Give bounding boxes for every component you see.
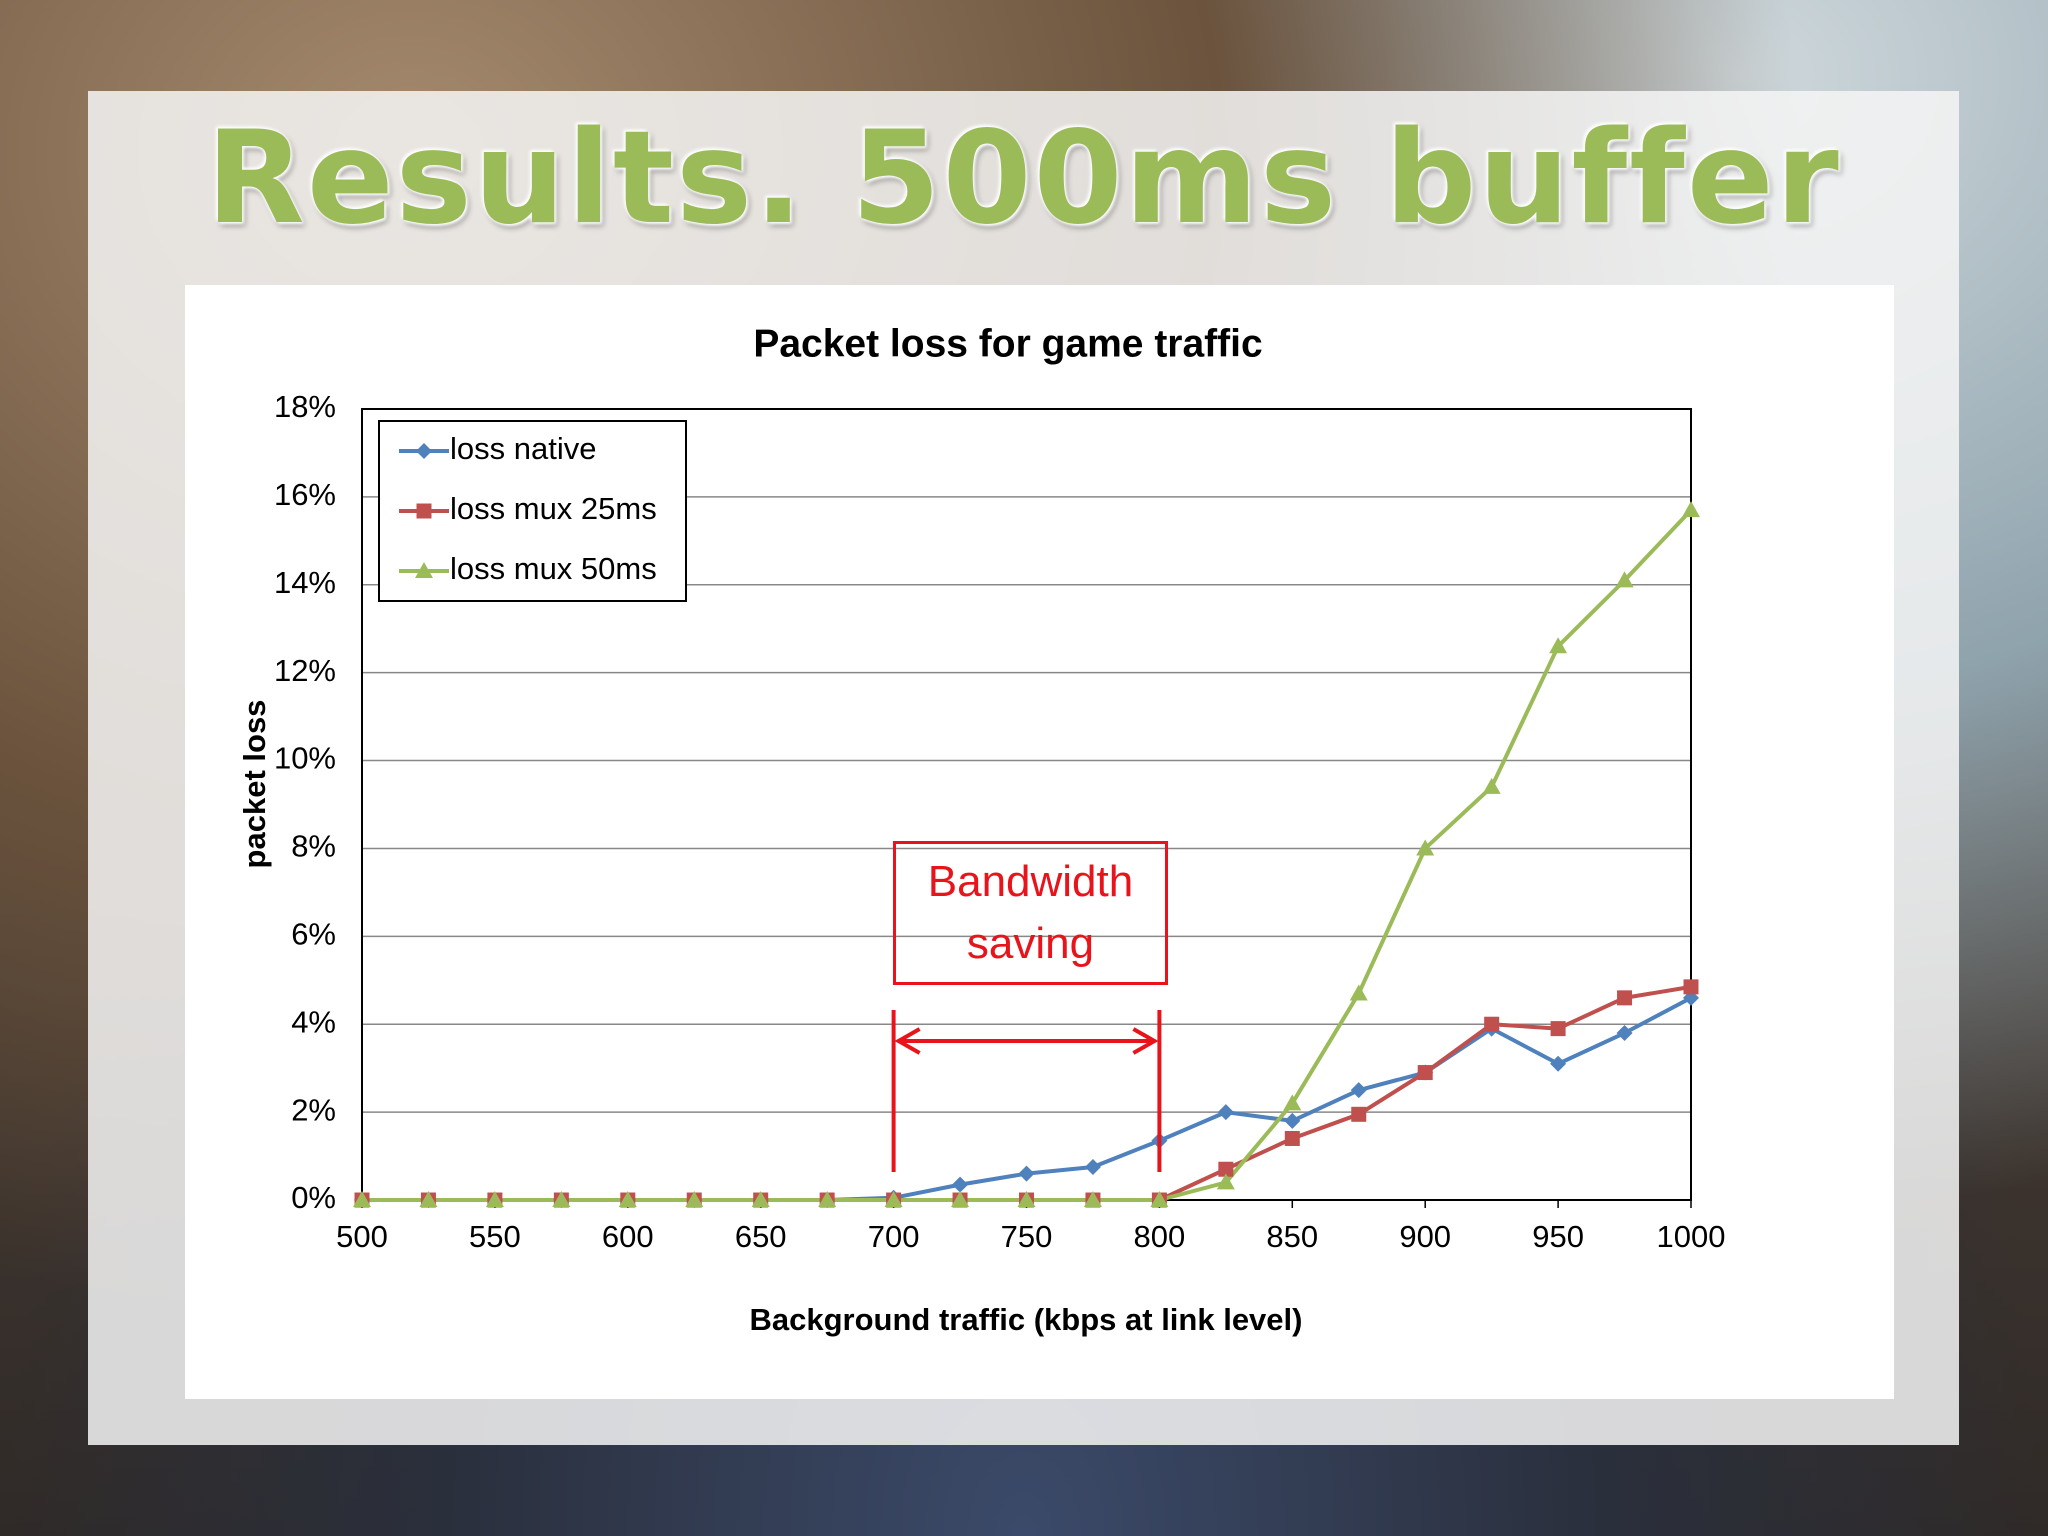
x-tick-label: 500 [336,1219,388,1254]
marker [1284,1112,1301,1129]
marker [1084,1159,1101,1176]
y-tick-label: 4% [291,1004,336,1039]
marker [552,1191,571,1207]
marker [1616,1025,1633,1042]
legend-marker [416,503,432,519]
y-tick-label: 8% [291,829,336,864]
marker [1550,1055,1567,1072]
marker [884,1191,903,1207]
marker [1484,1016,1500,1032]
marker [1284,1130,1300,1146]
x-tick-label: 1000 [1657,1219,1726,1254]
legend-marker [416,443,432,459]
marker [1350,1082,1367,1099]
arrow-head [894,1027,921,1055]
marker [353,1191,371,1207]
marker [1349,984,1368,1001]
marker [1217,1104,1234,1121]
marker [1416,839,1435,856]
marker [1615,571,1634,588]
legend-label: loss mux 50ms [450,551,657,586]
y-tick-label: 6% [291,917,336,952]
marker [1549,637,1568,654]
y-tick-label: 18% [274,389,336,424]
y-axis-title: packet loss [237,700,272,869]
marker [1682,501,1700,518]
y-tick-label: 14% [274,565,336,600]
x-tick-label: 900 [1399,1219,1451,1254]
marker [1083,1191,1102,1207]
y-tick-label: 10% [274,741,336,776]
slide-title: Results. 500ms buffer [206,104,1841,253]
x-tick-label: 850 [1266,1219,1318,1254]
marker [1283,1094,1302,1111]
y-tick-label: 2% [291,1092,336,1127]
legend-label: loss native [450,431,596,466]
x-tick-label: 600 [602,1219,654,1254]
marker [951,1191,970,1207]
marker [485,1191,504,1207]
marker [1018,1165,1035,1182]
marker [952,1176,969,1193]
chart-title: Packet loss for game traffic [753,322,1262,365]
marker [1218,1161,1234,1177]
marker [1216,1173,1235,1190]
x-tick-label: 550 [469,1219,521,1254]
x-tick-label: 650 [735,1219,787,1254]
marker [1683,979,1699,995]
x-tick-label: 800 [1134,1219,1186,1254]
marker [618,1191,637,1207]
marker [1150,1191,1169,1207]
arrow-head [1132,1027,1159,1055]
marker [1550,1021,1566,1037]
marker [685,1191,704,1207]
legend-label: loss mux 25ms [450,491,657,526]
y-tick-label: 0% [291,1180,336,1215]
marker [1417,1065,1433,1081]
marker [1017,1191,1036,1207]
marker [419,1191,438,1207]
y-tick-label: 16% [274,477,336,512]
x-tick-label: 700 [868,1219,920,1254]
annotation: Bandwidth saving [893,841,1168,985]
marker [1351,1106,1367,1122]
marker [818,1191,837,1207]
y-tick-label: 12% [274,653,336,688]
marker [1617,990,1633,1006]
x-tick-label: 750 [1001,1219,1053,1254]
legend-marker [415,562,433,578]
marker [1482,777,1501,794]
x-tick-label: 950 [1532,1219,1584,1254]
marker [751,1191,770,1207]
x-axis-title: Background traffic (kbps at link level) [750,1302,1303,1337]
